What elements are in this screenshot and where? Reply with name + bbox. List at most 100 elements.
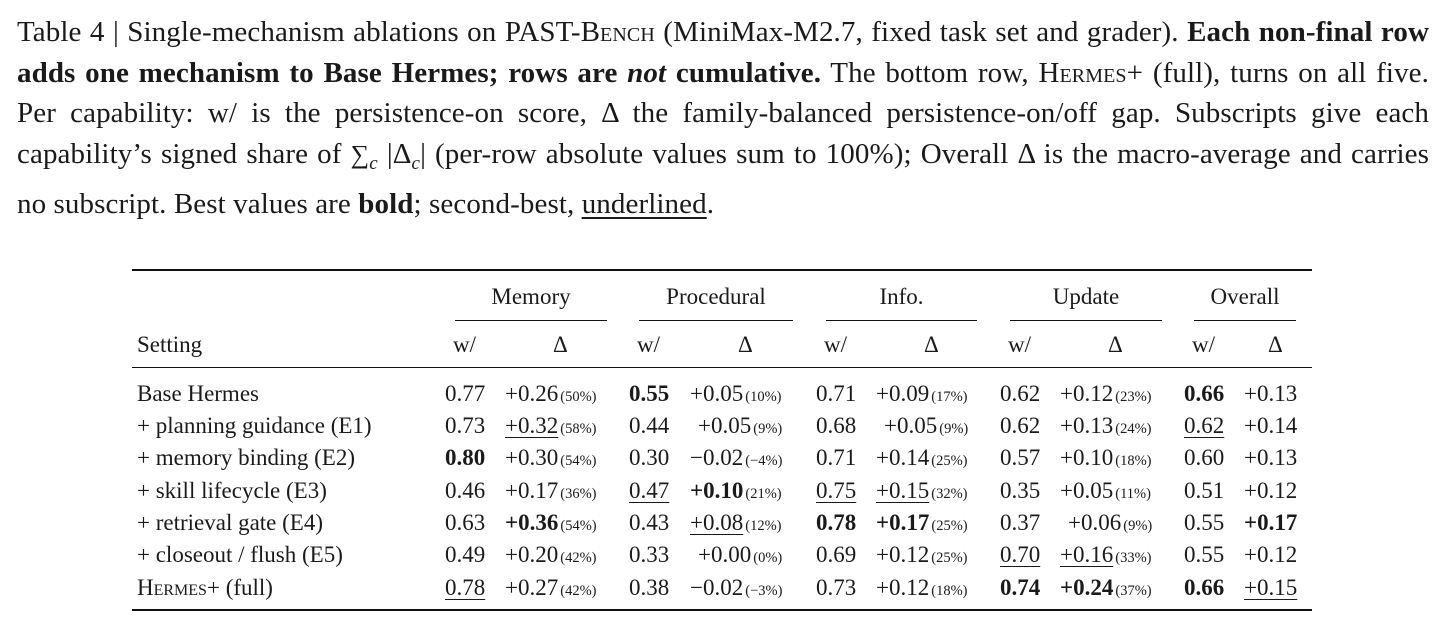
cell-mem-w: 0.63 (445, 510, 486, 535)
cell-ov-delta: +0.17 (1244, 509, 1297, 537)
delta-share-subscript: (25%) (931, 453, 968, 469)
cell-mem-delta: +0.27 (42%) (505, 574, 596, 605)
setting-header: Setting (137, 332, 203, 357)
cell-mem-w: 0.78 (445, 575, 486, 600)
cell-pro-w: 0.33 (629, 542, 670, 567)
benchmark-name-smallcaps: Bench (580, 16, 655, 48)
delta-value: +0.17 (505, 478, 559, 503)
cell-inf-w: 0.69 (816, 542, 857, 567)
delta-value: +0.27 (505, 575, 559, 600)
row-setting: + memory binding (E2) (137, 445, 356, 470)
delta-value: +0.20 (505, 542, 559, 567)
caption-text-2: The bottom row, (821, 56, 1039, 89)
cell-upd-w: 0.37 (1000, 510, 1041, 535)
row-setting: + planning guidance (E1) (137, 413, 372, 438)
cell-pro-w: 0.44 (629, 413, 670, 438)
subheader-upd-delta: Δ (1108, 332, 1123, 357)
cell-ov-w: 0.51 (1184, 478, 1225, 503)
group-header-inf: Info. (879, 284, 924, 309)
delta-share-subscript: (32%) (931, 486, 968, 502)
cell-mem-delta: +0.17 (36%) (505, 477, 596, 508)
cell-inf-w: 0.68 (816, 413, 857, 438)
delta-value: +0.36 (505, 510, 559, 535)
cell-pro-delta: +0.08 (12%) (690, 509, 781, 540)
cell-pro-w: 0.47 (629, 478, 670, 503)
delta-value: +0.13 (1060, 413, 1114, 438)
delta-share-subscript: (58%) (560, 421, 597, 437)
subheader-mem-delta: Δ (553, 332, 568, 357)
abs-subscript: c (411, 152, 421, 174)
cell-upd-delta: +0.06 (9%) (1068, 509, 1152, 540)
cell-pro-w: 0.38 (629, 575, 670, 600)
subheader-ov-w: w/ (1192, 332, 1215, 357)
row-setting: Base Hermes (137, 381, 259, 406)
cell-mem-delta: +0.20 (42%) (505, 541, 596, 572)
caption-underlined-word: underlined (581, 188, 707, 221)
cell-mem-w: 0.46 (445, 478, 486, 503)
cell-ov-w: 0.66 (1184, 575, 1225, 600)
cell-pro-delta: −0.02 (−3%) (690, 574, 782, 605)
cell-upd-delta: +0.10 (18%) (1060, 444, 1151, 475)
delta-value: +0.08 (690, 510, 744, 535)
row-setting-rest: (full) (219, 575, 273, 600)
group-header-ov: Overall (1210, 284, 1280, 309)
cell-inf-w: 0.71 (816, 445, 857, 470)
delta-value: +0.09 (876, 381, 930, 406)
row-setting: + closeout / flush (E5) (137, 542, 343, 567)
delta-share-subscript: (50%) (560, 389, 597, 405)
subheader-pro-w: w/ (637, 332, 660, 357)
delta-value: +0.05 (690, 381, 744, 406)
cell-inf-delta: +0.14 (25%) (876, 444, 967, 475)
group-underline-mem (455, 320, 607, 322)
group-header-upd: Update (1052, 284, 1120, 309)
cell-inf-w: 0.75 (816, 478, 857, 503)
cell-pro-w: 0.43 (629, 510, 670, 535)
group-header-pro: Procedural (666, 284, 766, 309)
cell-inf-delta: +0.05 (9%) (884, 412, 968, 443)
cell-mem-w: 0.49 (445, 542, 486, 567)
subheader-inf-w: w/ (824, 332, 847, 357)
delta-share-subscript: (0%) (753, 550, 783, 566)
delta-value: −0.02 (690, 575, 744, 600)
cell-ov-w: 0.55 (1184, 542, 1225, 567)
group-underline-ov (1194, 320, 1296, 322)
sum-subscript: c (369, 152, 378, 174)
row-setting: + retrieval gate (E4) (137, 510, 324, 535)
cell-inf-delta: +0.17 (25%) (876, 509, 968, 540)
cell-ov-delta: +0.12 (1244, 477, 1297, 505)
delta-share-subscript: (10%) (745, 389, 782, 405)
delta-value: +0.30 (505, 445, 559, 470)
caption-text-5: ; second-best, (413, 188, 582, 221)
cell-mem-delta: +0.36 (54%) (505, 509, 597, 540)
delta-share-subscript: (42%) (560, 583, 597, 599)
delta-value: +0.12 (876, 575, 930, 600)
subheader-pro-delta: Δ (738, 332, 753, 357)
delta-share-subscript: (9%) (753, 421, 783, 437)
delta-value: +0.12 (1060, 381, 1114, 406)
delta-share-subscript: (33%) (1115, 550, 1152, 566)
delta-share-subscript: (42%) (560, 550, 597, 566)
cell-upd-delta: +0.24 (37%) (1060, 574, 1152, 605)
delta-value: +0.12 (1244, 542, 1298, 567)
cell-pro-delta: +0.10 (21%) (690, 477, 782, 508)
cell-upd-delta: +0.05 (11%) (1060, 477, 1151, 508)
delta-share-subscript: (18%) (1115, 453, 1152, 469)
delta-share-subscript: (9%) (1123, 518, 1153, 534)
cell-mem-delta: +0.26 (50%) (505, 380, 596, 411)
cell-inf-delta: +0.12 (25%) (876, 541, 967, 572)
group-underline-upd (1010, 320, 1162, 322)
benchmark-name-prefix: PAST- (504, 16, 581, 48)
cell-upd-w: 0.74 (1000, 575, 1041, 600)
delta-value: +0.05 (884, 413, 938, 438)
table-caption: Table 4 | Single-mechanism ablations on … (17, 12, 1429, 225)
delta-value: +0.26 (505, 381, 559, 406)
cell-ov-delta: +0.12 (1244, 541, 1297, 569)
delta-value: +0.17 (1244, 510, 1298, 535)
delta-share-subscript: (11%) (1115, 486, 1151, 502)
delta-share-subscript: (37%) (1115, 583, 1152, 599)
caption-bold-2: cumulative. (666, 56, 822, 89)
cell-mem-delta: +0.30 (54%) (505, 444, 596, 475)
cell-mem-w: 0.73 (445, 413, 486, 438)
delta-value: +0.13 (1244, 445, 1298, 470)
cell-ov-w: 0.62 (1184, 413, 1225, 438)
